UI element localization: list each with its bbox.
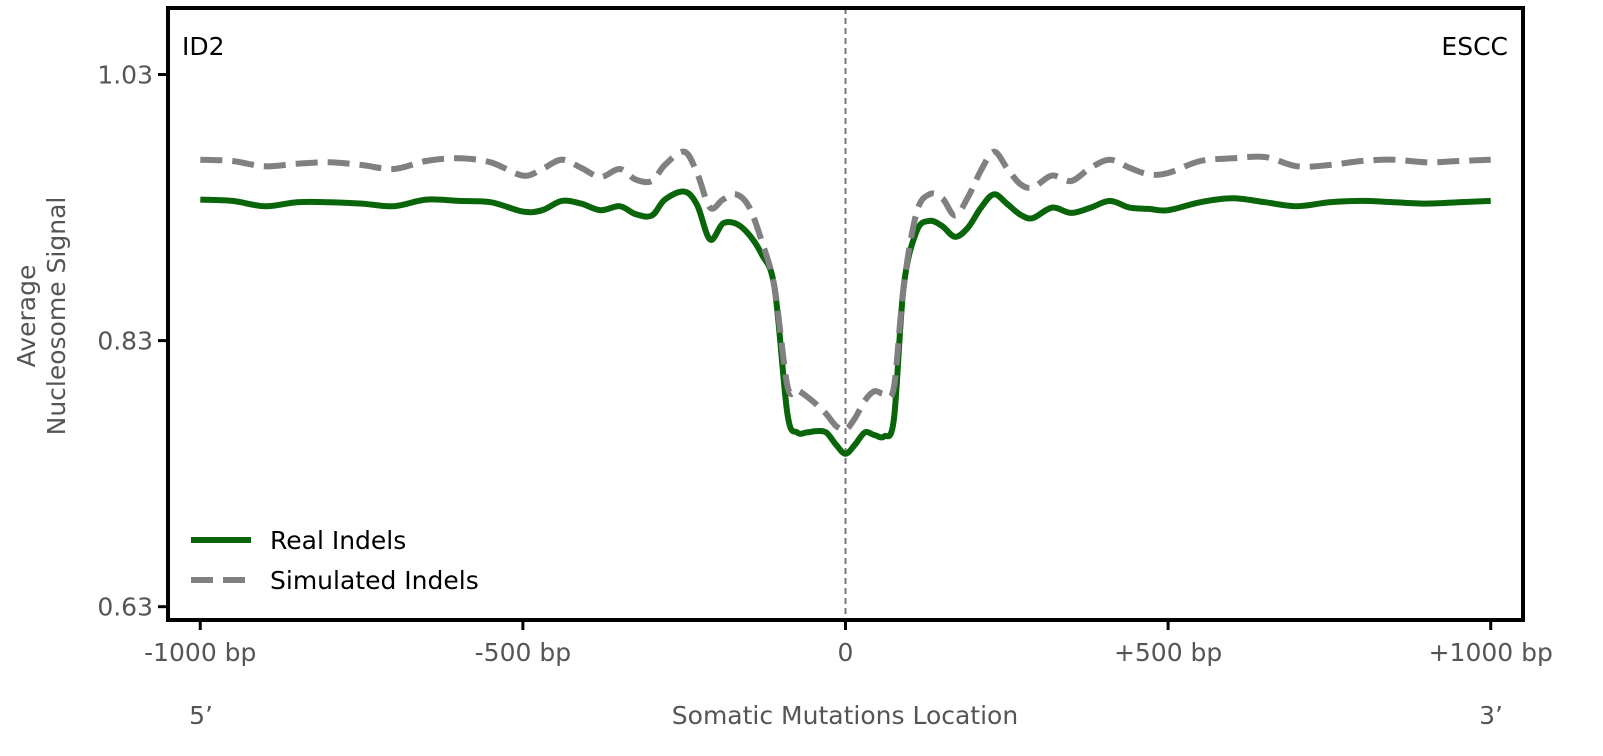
y-axis: 0.63 0.83 1.03 [97,61,168,622]
plot-frame [166,6,1525,622]
three-prime-label: 3’ [1479,701,1503,730]
plot-layer [200,8,1491,620]
x-axis: -1000 bp -500 bp 0 +500 bp +1000 bp [144,620,1553,667]
legend-label-real: Real Indels [270,526,406,555]
y-axis-title-line-2: Nucleosome Signal [42,197,71,436]
y-axis-title: Average Nucleosome Signal [12,197,71,436]
y-tick-label: 0.63 [97,593,153,622]
panel-label-right: ESCC [1441,32,1508,61]
legend: Real Indels Simulated Indels [191,526,479,595]
x-tick-label: 0 [838,638,854,667]
series-line-real-indels [200,188,1491,457]
y-axis-title-line-1: Average [12,265,41,368]
panel-label-left: ID2 [182,32,225,61]
x-tick-label: +500 bp [1114,638,1222,667]
x-tick-label: -1000 bp [144,638,256,667]
x-axis-title: Somatic Mutations Location [672,701,1018,730]
y-tick-label: 0.83 [97,327,153,356]
y-tick-label: 1.03 [97,61,153,90]
x-tick-label: +1000 bp [1429,638,1553,667]
x-tick-label: -500 bp [475,638,571,667]
legend-label-simulated: Simulated Indels [270,566,479,595]
five-prime-label: 5’ [189,701,213,730]
